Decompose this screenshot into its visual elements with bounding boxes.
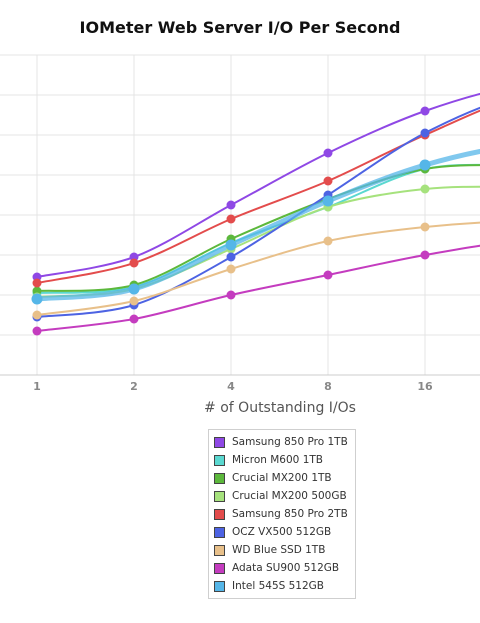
data-point: [32, 278, 42, 288]
x-axis: 1248163264: [0, 374, 480, 393]
legend-label: Adata SU900 512GB: [232, 562, 340, 574]
data-point: [226, 264, 236, 274]
legend-swatch: [214, 526, 225, 538]
legend-item[interactable]: Intel 545S 512GB: [214, 577, 355, 595]
data-point: [226, 200, 236, 210]
legend-item[interactable]: Samsung 850 Pro 2TB: [214, 505, 355, 523]
data-point: [420, 184, 430, 194]
legend-item[interactable]: Crucial MX200 1TB: [214, 469, 355, 487]
data-point: [420, 222, 430, 232]
data-point: [129, 314, 139, 324]
data-point: [32, 326, 42, 336]
legend-item[interactable]: OCZ VX500 512GB: [214, 523, 355, 541]
legend-label: Crucial MX200 1TB: [232, 472, 332, 484]
legend-label: OCZ VX500 512GB: [232, 526, 332, 538]
legend-label: Crucial MX200 500GB: [232, 490, 347, 502]
x-tick-label: 2: [130, 380, 138, 393]
legend-item[interactable]: Crucial MX200 500GB: [214, 487, 355, 505]
legend-item[interactable]: Micron M600 1TB: [214, 451, 355, 469]
data-point: [226, 214, 236, 224]
legend-item[interactable]: Samsung 850 Pro 1TB: [214, 433, 355, 451]
x-tick-label: 16: [417, 380, 433, 393]
data-point: [323, 270, 333, 280]
legend-swatch: [214, 436, 225, 448]
legend-swatch: [214, 454, 225, 466]
data-point: [129, 258, 139, 268]
legend-swatch: [214, 580, 225, 592]
series-lines: [36, 92, 480, 332]
data-point: [420, 250, 430, 260]
data-point: [323, 148, 333, 158]
legend-label: WD Blue SSD 1TB: [232, 544, 326, 556]
x-axis-label: # of Outstanding I/Os: [204, 400, 356, 416]
series-line: [36, 106, 480, 318]
legend-item[interactable]: Adata SU900 512GB: [214, 559, 355, 577]
legend: Samsung 850 Pro 1TB Micron M600 1TB Crucia…: [208, 429, 356, 599]
data-point: [129, 296, 139, 306]
data-point: [323, 236, 333, 246]
data-point: [322, 195, 334, 207]
legend-label: Micron M600 1TB: [232, 454, 323, 466]
x-tick-label: 4: [227, 380, 235, 393]
series-line: [36, 244, 480, 332]
legend-label: Intel 545S 512GB: [232, 580, 325, 592]
data-point: [31, 293, 43, 305]
data-point: [420, 106, 430, 116]
legend-swatch: [214, 508, 225, 520]
series-line: [36, 185, 480, 298]
legend-swatch: [214, 472, 225, 484]
series-line: [36, 148, 480, 302]
legend-label: Samsung 850 Pro 1TB: [232, 436, 348, 448]
data-point: [225, 239, 237, 251]
chart-title: IOMeter Web Server I/O Per Second: [79, 18, 401, 37]
legend-item[interactable]: WD Blue SSD 1TB: [214, 541, 355, 559]
x-tick-label: 1: [33, 380, 41, 393]
x-tick-label: 8: [324, 380, 332, 393]
data-point: [32, 310, 42, 320]
plot-area: 1248163264: [0, 54, 480, 393]
legend-swatch: [214, 544, 225, 556]
series-points: [31, 106, 431, 336]
data-point: [420, 128, 430, 138]
series-line: [36, 92, 480, 278]
data-point: [226, 290, 236, 300]
legend-swatch: [214, 562, 225, 574]
data-point: [419, 159, 431, 171]
data-point: [128, 283, 140, 295]
legend-swatch: [214, 490, 225, 502]
legend-label: Samsung 850 Pro 2TB: [232, 508, 348, 520]
data-point: [323, 176, 333, 186]
data-point: [226, 252, 236, 262]
